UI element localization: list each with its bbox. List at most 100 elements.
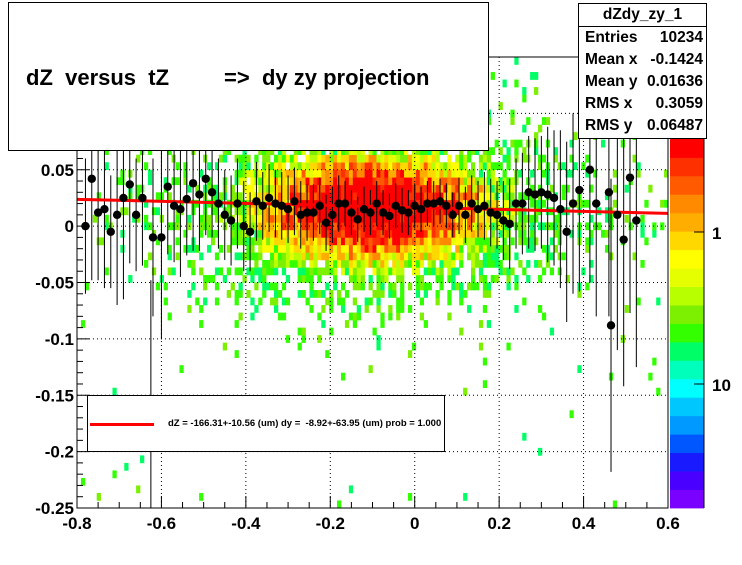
heatmap-cell bbox=[242, 169, 247, 178]
heatmap-cell bbox=[459, 237, 464, 246]
heatmap-cell bbox=[439, 192, 444, 201]
profile-point bbox=[372, 199, 381, 208]
heatmap-cell bbox=[589, 184, 594, 193]
profile-point bbox=[226, 216, 236, 225]
heatmap-cell bbox=[459, 282, 464, 291]
heatmap-cell bbox=[474, 229, 480, 238]
heatmap-cell bbox=[238, 252, 243, 261]
heatmap-cell bbox=[258, 244, 263, 253]
heatmap-cell bbox=[427, 252, 432, 261]
heatmap-cell bbox=[467, 282, 472, 291]
heatmap-cell bbox=[431, 267, 436, 276]
heatmap-cell bbox=[270, 147, 275, 156]
heatmap-cell bbox=[214, 207, 220, 216]
heatmap-cell bbox=[238, 154, 243, 163]
heatmap-cell bbox=[368, 282, 373, 291]
heatmap-cell bbox=[372, 252, 377, 261]
heatmap-cell bbox=[297, 274, 302, 283]
heatmap-cell bbox=[569, 229, 574, 238]
heatmap-cell bbox=[404, 252, 409, 261]
heatmap-cell bbox=[404, 214, 409, 223]
heatmap-cell bbox=[447, 169, 452, 178]
heatmap-cell bbox=[652, 357, 657, 366]
heatmap-cell bbox=[443, 162, 448, 171]
heatmap-cell bbox=[348, 154, 354, 163]
heatmap-cell bbox=[415, 214, 421, 223]
heatmap-cell bbox=[250, 237, 255, 246]
color-scale-swatch bbox=[670, 139, 704, 158]
heatmap-cell bbox=[301, 237, 306, 246]
heatmap-cell bbox=[471, 169, 476, 178]
heatmap-cell bbox=[136, 184, 141, 193]
heatmap-cell bbox=[514, 305, 519, 313]
heatmap-cell bbox=[203, 154, 208, 163]
heatmap-cell bbox=[301, 162, 306, 171]
heatmap-cell bbox=[478, 169, 484, 178]
profile-point bbox=[366, 208, 375, 217]
profile-point bbox=[340, 199, 350, 208]
heatmap-cell bbox=[344, 222, 350, 231]
heatmap-cell bbox=[364, 305, 369, 313]
heatmap-cell bbox=[522, 229, 527, 238]
heatmap-cell bbox=[463, 169, 468, 178]
heatmap-cell bbox=[305, 154, 310, 163]
heatmap-cell bbox=[360, 259, 365, 268]
heatmap-cell bbox=[585, 199, 590, 208]
heatmap-cell bbox=[337, 259, 342, 268]
profile-point bbox=[543, 190, 552, 199]
heatmap-cell bbox=[285, 259, 291, 268]
heatmap-cell bbox=[368, 154, 373, 163]
heatmap-cell bbox=[455, 154, 460, 163]
heatmap-cell bbox=[352, 320, 358, 328]
color-scale-swatch bbox=[670, 194, 704, 214]
heatmap-cell bbox=[459, 252, 464, 261]
heatmap-cell bbox=[502, 267, 507, 276]
heatmap-cell bbox=[388, 207, 393, 216]
heatmap-cell bbox=[262, 184, 267, 193]
title-box: dZ versus tZ => dy zy projection bbox=[8, 2, 489, 151]
heatmap-cell bbox=[518, 259, 523, 268]
heatmap-cell bbox=[439, 147, 444, 156]
heatmap-cell bbox=[301, 335, 306, 343]
heatmap-cell bbox=[522, 147, 527, 156]
heatmap-cell bbox=[309, 274, 314, 283]
heatmap-cell bbox=[474, 244, 480, 253]
heatmap-cell bbox=[427, 154, 432, 163]
heatmap-cell bbox=[187, 214, 192, 223]
heatmap-cell bbox=[664, 199, 669, 208]
heatmap-cell bbox=[506, 274, 511, 283]
heatmap-cell bbox=[620, 335, 625, 343]
heatmap-cell bbox=[482, 177, 488, 186]
heatmap-cell bbox=[423, 184, 428, 193]
heatmap-cell bbox=[289, 237, 294, 246]
heatmap-cell bbox=[419, 184, 425, 193]
heatmap-cell bbox=[522, 192, 527, 201]
heatmap-cell bbox=[321, 244, 326, 253]
heatmap-cell bbox=[478, 229, 484, 238]
heatmap-cell bbox=[514, 139, 519, 148]
profile-point bbox=[404, 208, 413, 217]
heatmap-cell bbox=[250, 267, 255, 276]
heatmap-cell bbox=[486, 177, 491, 186]
heatmap-cell bbox=[490, 192, 495, 201]
heatmap-cell bbox=[337, 237, 342, 246]
color-scale-swatch bbox=[670, 378, 704, 398]
y-tick-label: -0.2 bbox=[45, 443, 74, 462]
heatmap-cell bbox=[262, 290, 267, 298]
heatmap-cell bbox=[419, 237, 425, 246]
heatmap-cell bbox=[384, 162, 389, 171]
heatmap-cell bbox=[439, 169, 444, 178]
heatmap-cell bbox=[494, 244, 499, 253]
heatmap-cell bbox=[274, 267, 279, 276]
heatmap-cell bbox=[423, 147, 428, 156]
profile-point bbox=[87, 174, 96, 183]
heatmap-cell bbox=[238, 207, 243, 216]
heatmap-cell bbox=[277, 184, 283, 193]
heatmap-cell bbox=[537, 222, 543, 231]
heatmap-cell bbox=[526, 274, 531, 283]
heatmap-cell bbox=[104, 222, 109, 231]
heatmap-cell bbox=[242, 154, 247, 163]
heatmap-cell bbox=[281, 222, 287, 231]
heatmap-cell bbox=[498, 207, 503, 216]
heatmap-cell bbox=[329, 327, 334, 336]
